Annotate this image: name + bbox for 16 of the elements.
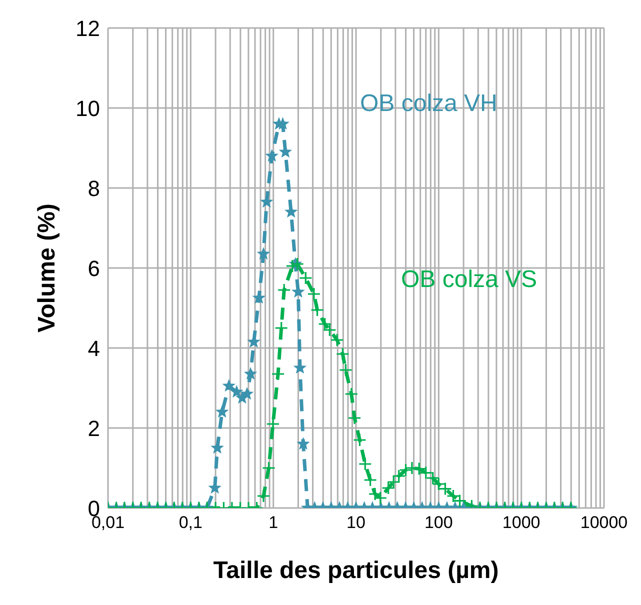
text: OB colza VH	[360, 90, 498, 117]
x-tick-label: 10000	[580, 513, 628, 532]
x-tick-label: 100	[424, 513, 453, 532]
x-tick-label: 10	[346, 513, 366, 532]
y-tick-label: 6	[88, 256, 100, 281]
x-tick-label: 1	[268, 513, 278, 532]
text: OB colza VS	[401, 266, 538, 293]
x-tick-label: 1000	[502, 513, 540, 532]
x-tick-label: 0,1	[178, 513, 202, 532]
y-tick-label: 4	[88, 336, 100, 361]
y-tick-label: 12	[76, 16, 100, 41]
y-tick-label: 8	[88, 176, 100, 201]
y-tick-label: 10	[76, 96, 100, 121]
y-axis-title: Volume (%)	[34, 204, 61, 332]
x-axis-title: Taille des particules (µm)	[213, 557, 499, 584]
y-tick-label: 2	[88, 416, 100, 441]
